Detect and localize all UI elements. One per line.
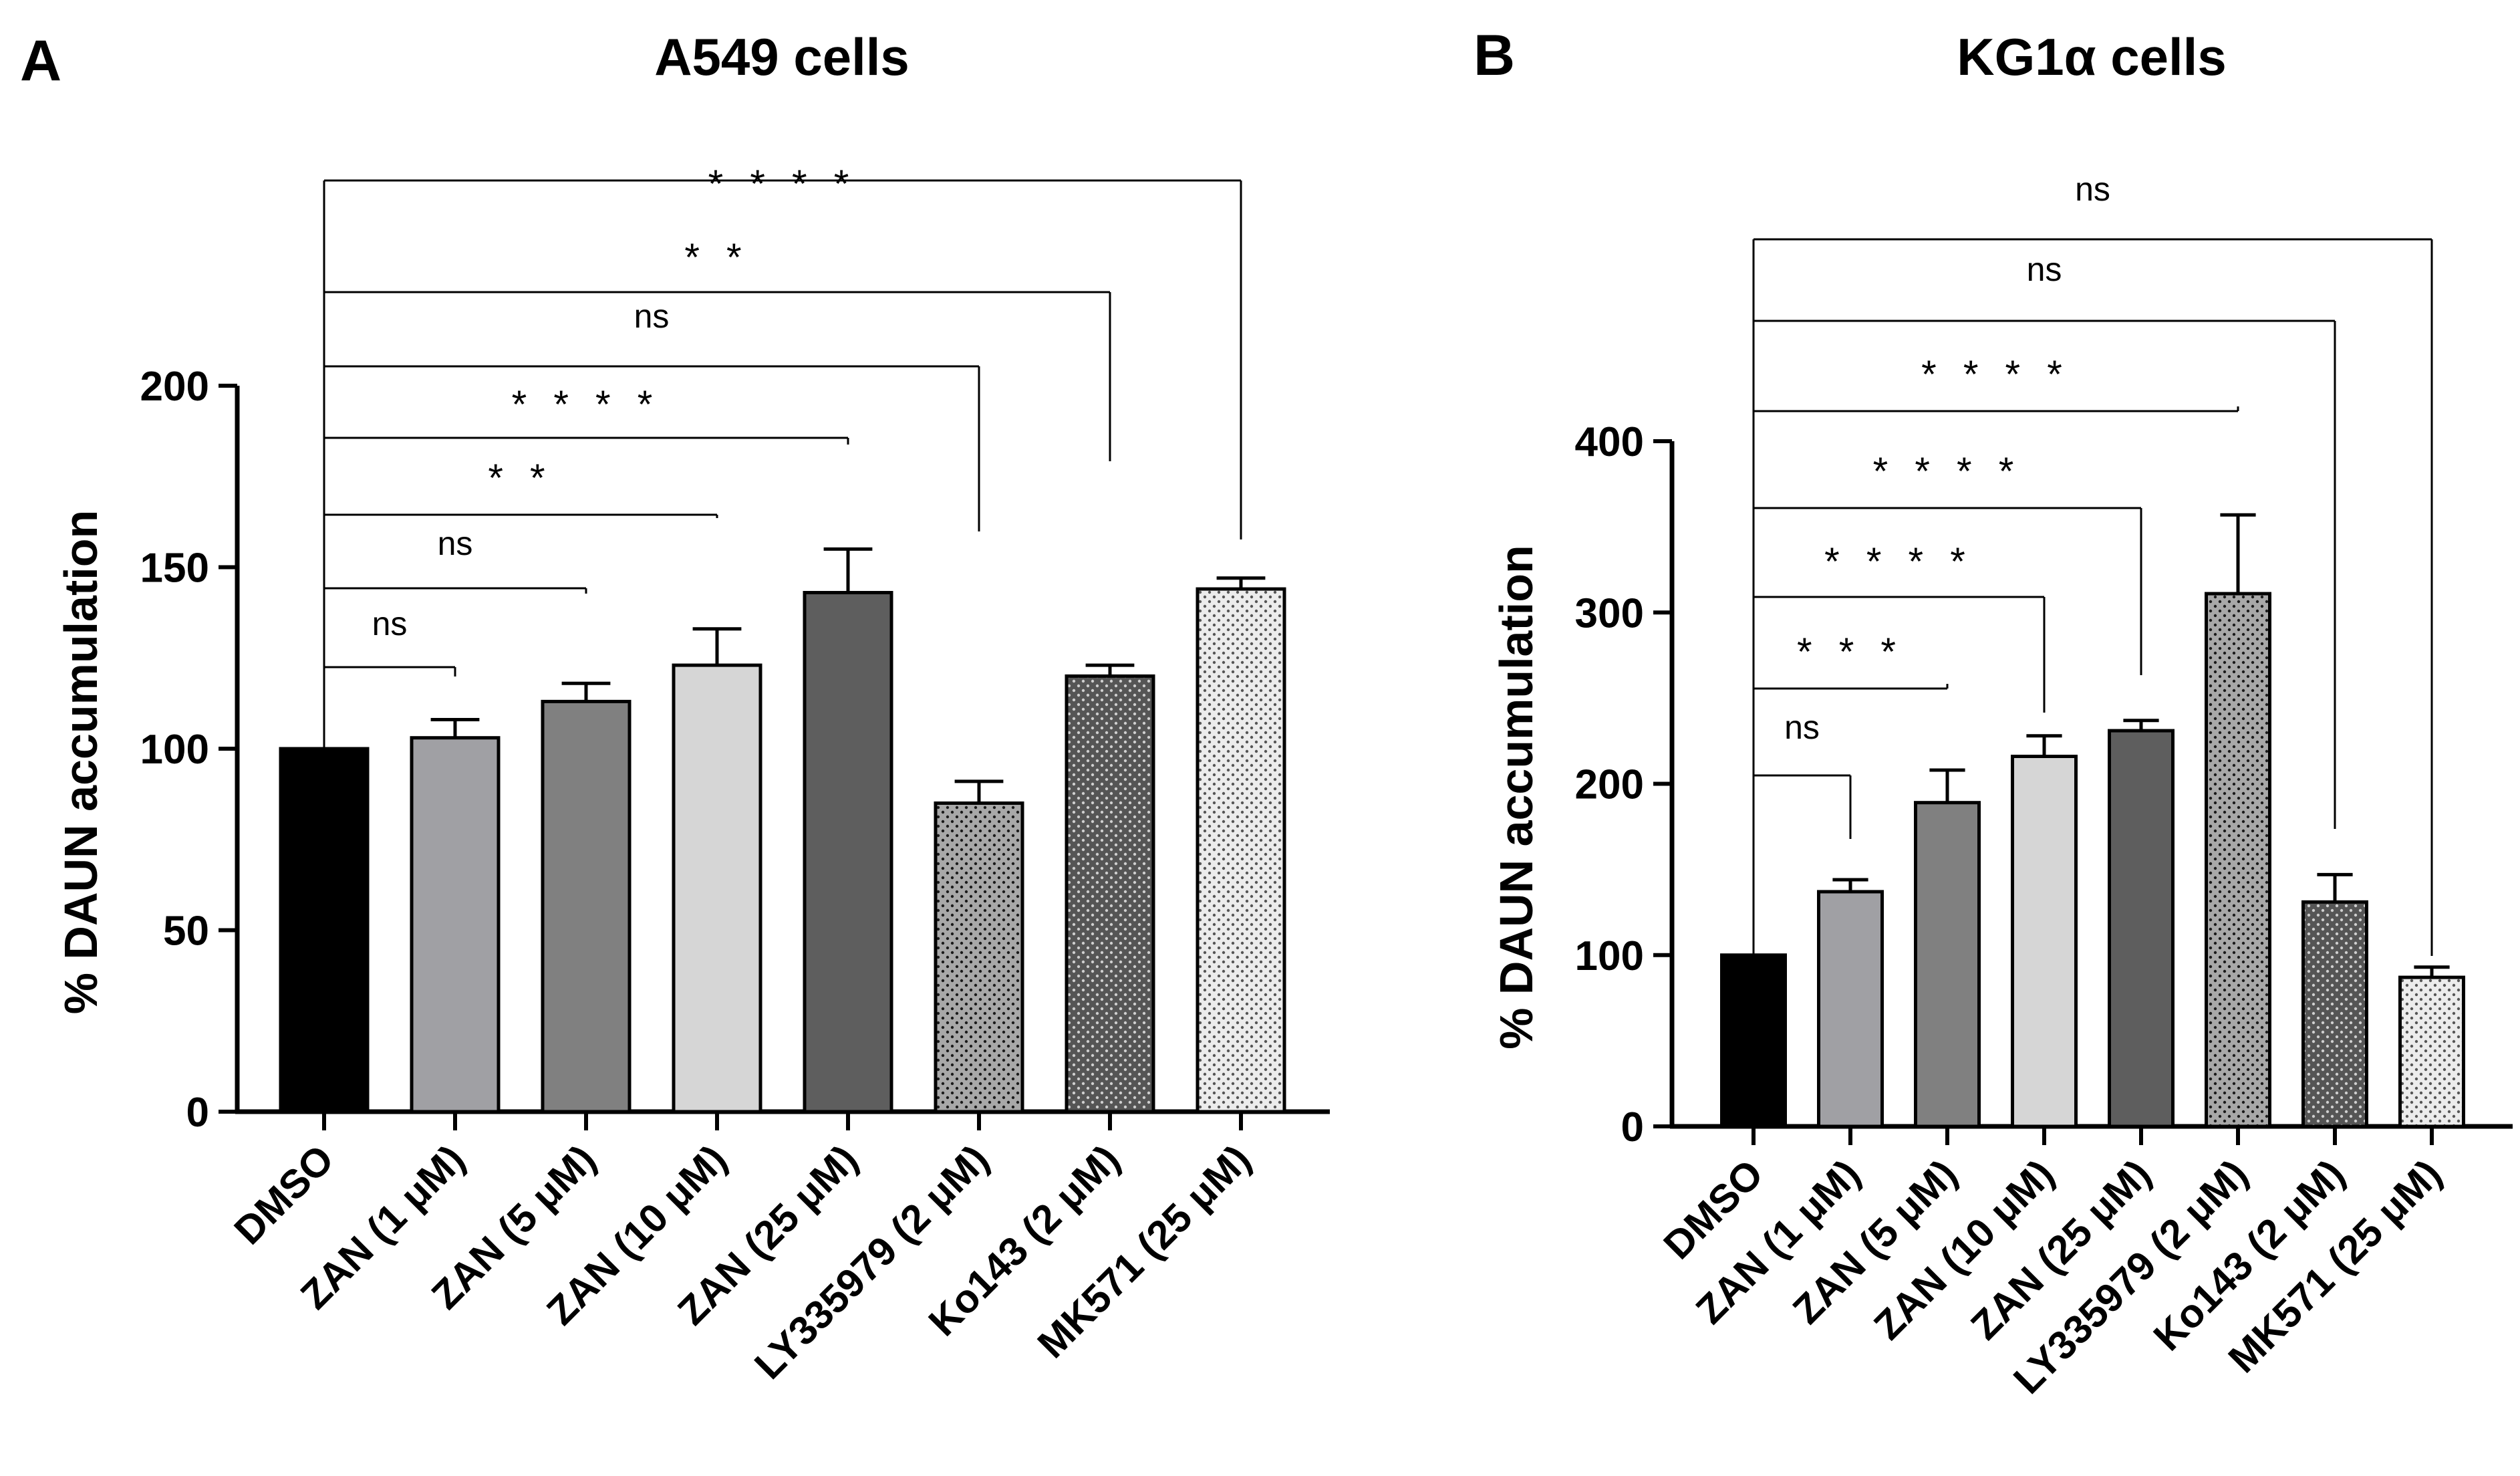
y-tick-label: 300 bbox=[1575, 590, 1644, 636]
significance-label: * * bbox=[488, 457, 553, 500]
significance-label: * * bbox=[684, 236, 749, 279]
bar bbox=[803, 591, 893, 1114]
y-tick-label: 0 bbox=[1621, 1104, 1644, 1150]
significance-label: * * * bbox=[1797, 630, 1904, 674]
y-tick-label: 0 bbox=[186, 1090, 209, 1136]
significance-label: * * * * bbox=[1921, 353, 2070, 396]
significance-label: * * * * bbox=[1873, 450, 2022, 493]
chart-title: KG1α cells bbox=[1957, 27, 2226, 86]
bar bbox=[1196, 587, 1286, 1114]
bar bbox=[2301, 900, 2368, 1128]
bar bbox=[1065, 674, 1155, 1114]
panel-a-chart: A A549 cells % DAUN accumulation 0 50 100 150 2… bbox=[20, 27, 1330, 1388]
x-tick-label: LY335979 (2 μM) bbox=[746, 1136, 997, 1388]
bar bbox=[1817, 890, 1884, 1128]
bar bbox=[541, 699, 632, 1114]
bar bbox=[410, 736, 501, 1114]
y-tick-label: 100 bbox=[140, 727, 209, 773]
significance-label: * * * * bbox=[708, 162, 857, 206]
y-tick-label: 50 bbox=[163, 908, 209, 955]
panel-b-chart: B KG1α cells % DAUN accumulation 0 100 200 300… bbox=[1474, 23, 2513, 1402]
significance-label: ns bbox=[2027, 251, 2062, 288]
bar bbox=[2011, 755, 2078, 1128]
significance-label: * * * * bbox=[1824, 540, 1973, 584]
significance-label: ns bbox=[438, 525, 473, 562]
y-tick-label: 100 bbox=[1575, 933, 1644, 979]
bar bbox=[934, 801, 1024, 1114]
panel-letter: A bbox=[20, 29, 61, 93]
bar bbox=[2398, 975, 2465, 1128]
y-tick-label: 200 bbox=[1575, 762, 1644, 808]
bar bbox=[2108, 729, 2175, 1128]
y-tick-label: 150 bbox=[140, 545, 209, 592]
bar bbox=[2205, 592, 2271, 1128]
y-tick-label: 400 bbox=[1575, 419, 1644, 465]
significance-label: ns bbox=[372, 605, 408, 642]
x-tick-label: DMSO bbox=[226, 1136, 343, 1253]
y-axis-label: % DAUN accumulation bbox=[55, 510, 107, 1015]
significance-label: ns bbox=[634, 297, 670, 335]
significance-label: ns bbox=[1784, 709, 1820, 746]
bar bbox=[672, 663, 762, 1114]
y-tick-label: 200 bbox=[140, 364, 209, 410]
y-axis-label: % DAUN accumulation bbox=[1490, 545, 1542, 1050]
significance-label: * * * * bbox=[512, 383, 661, 426]
panel-letter: B bbox=[1474, 23, 1515, 88]
chart-title: A549 cells bbox=[654, 27, 909, 86]
significance-label: ns bbox=[2075, 170, 2110, 208]
bar bbox=[1914, 801, 1981, 1128]
